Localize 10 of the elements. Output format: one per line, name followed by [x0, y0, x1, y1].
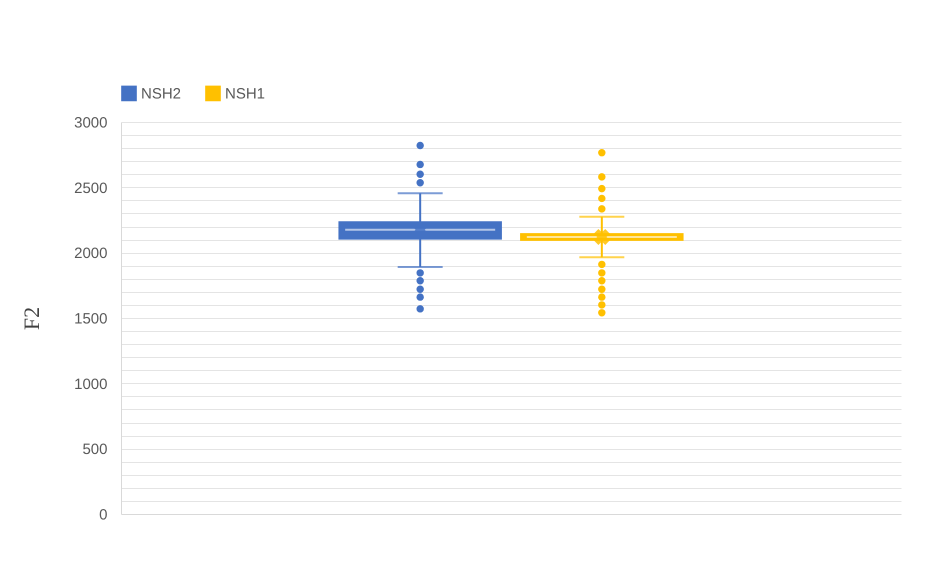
legend-label: NSH1: [225, 85, 266, 102]
y-tick-label: 2000: [74, 245, 108, 262]
y-tick-label: 500: [82, 441, 108, 458]
y-tick-label: 2500: [74, 180, 108, 197]
y-tick-label: 1000: [74, 376, 108, 393]
y-axis-title: F2: [19, 306, 44, 330]
y-tick-label: 0: [99, 506, 108, 524]
y-tick-label: 1500: [74, 310, 108, 328]
legend-label: NSH2: [141, 85, 182, 102]
y-tick-label: 3000: [74, 114, 108, 132]
